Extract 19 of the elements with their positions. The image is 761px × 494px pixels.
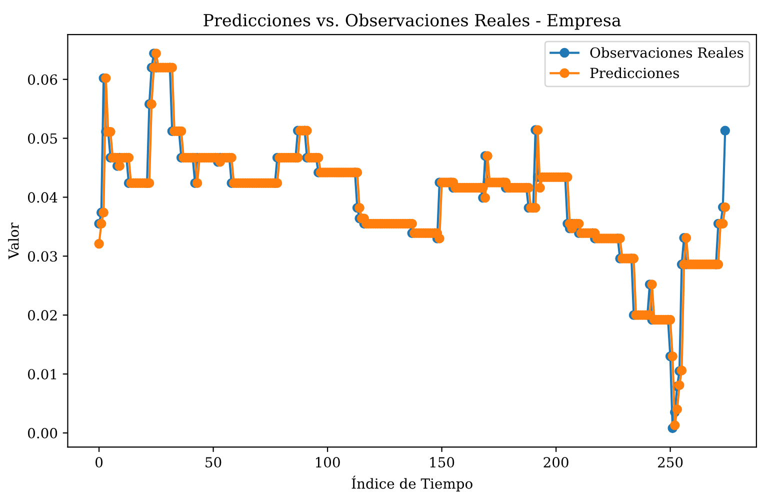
y-tick-label: 0.02 (28, 310, 57, 321)
y-tick-label: 0.06 (28, 74, 58, 85)
legend-label: Predicciones (590, 67, 679, 78)
y-tick-label: 0.00 (28, 428, 58, 438)
x-tick-label: 0 (96, 457, 103, 468)
y-tick-label: 0.05 (28, 133, 57, 144)
x-axis-title: Índice de Tiempo (352, 476, 472, 492)
chart-title: Predicciones vs. Observaciones Reales - Empresa (204, 14, 621, 30)
legend-label: Observaciones Reales (590, 47, 744, 58)
y-tick-label: 0.03 (28, 251, 57, 262)
x-tick-label: 150 (430, 457, 454, 468)
point (720, 126, 730, 136)
x-tick-label: 50 (206, 457, 222, 468)
y-axis-title: Valor (8, 222, 19, 260)
y-tick-label: 0.04 (28, 192, 58, 203)
x-tick-label: 100 (316, 457, 340, 468)
x-tick-label: 250 (658, 457, 683, 468)
x-tick-label: 200 (544, 457, 568, 468)
y-tick-label: 0.01 (28, 368, 56, 380)
